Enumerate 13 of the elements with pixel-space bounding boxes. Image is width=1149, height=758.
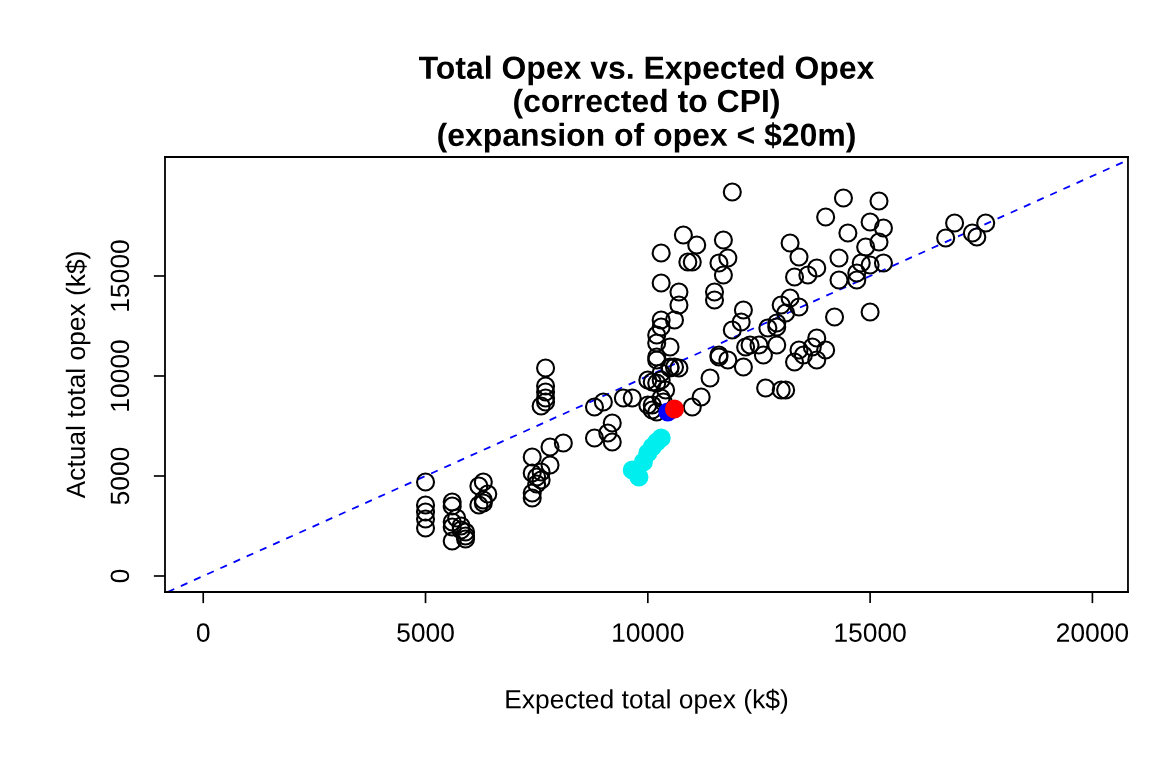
y-tick-label: 10000 <box>110 340 130 411</box>
y-tick-label: 5000 <box>110 447 130 505</box>
y-tick-label: 0 <box>110 569 130 583</box>
point <box>664 399 685 419</box>
y-axis-title: Actual total opex (k$) <box>65 252 91 499</box>
x-tick-label: 0 <box>196 623 210 642</box>
x-tick-label: 10000 <box>613 623 684 642</box>
x-axis-title: Expected total opex (k$) <box>506 688 788 714</box>
x-tick-label: 15000 <box>835 623 906 642</box>
y-tick-label: 15000 <box>110 240 130 311</box>
chart-title: Total Opex vs. Expected Opex (corrected to CPI) (expansion of opex < $20m) <box>419 55 875 153</box>
x-tick-label: 20000 <box>1057 623 1129 642</box>
x-tick-label: 5000 <box>397 623 454 642</box>
